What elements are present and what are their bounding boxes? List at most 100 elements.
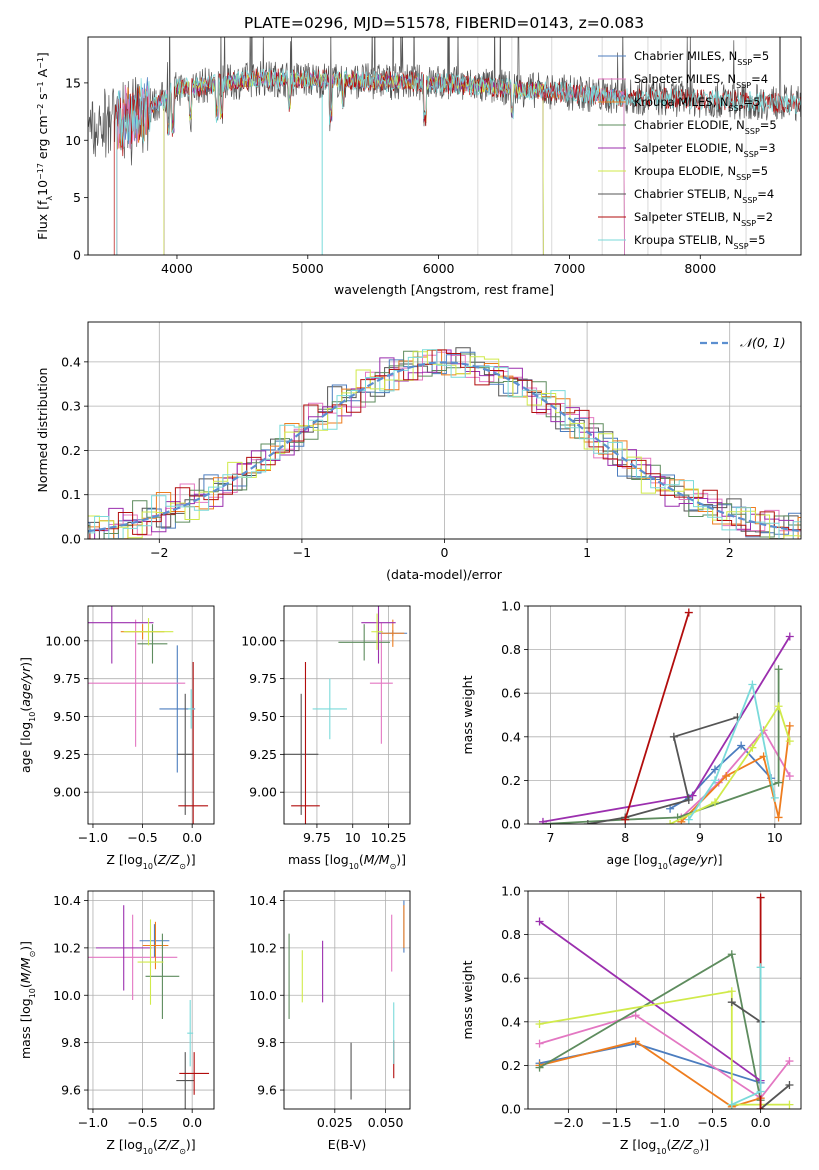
mass-weight-point-marker: [756, 963, 765, 972]
mass-weight-series-line: [688, 681, 776, 821]
y-axis-label: age [log10(age/yr)]: [18, 657, 37, 773]
panel-mass-vs-z: −1.0 −0.5 0.0 9.6 9.8 10.0 10.2 10.4 Z [log10(Z/…: [18, 890, 215, 1156]
mass-weight-series-line: [542, 636, 791, 823]
mass-weight-point-marker: [756, 1087, 765, 1096]
histogram-step-line: [88, 347, 801, 539]
mass-weight-point-marker: [535, 917, 544, 926]
mass-weight-point-marker: [710, 776, 719, 785]
histogram-step-line: [88, 349, 801, 539]
legend-label: 𝒩(0, 1): [740, 335, 786, 350]
plot-area: [88, 37, 801, 255]
legend-label: Salpeter ELODIE, NSSP=3: [634, 141, 776, 159]
x-axis-label: Z [log10(Z/Z⊙)]: [106, 852, 195, 871]
mass-weight-point-marker: [583, 820, 592, 824]
mass-weight-point-marker: [710, 765, 719, 774]
x-tick-label: 9: [696, 830, 704, 845]
mass-weight-point-marker: [535, 1039, 544, 1048]
axes-frame: [87, 605, 215, 825]
x-tick-label: 10: [345, 830, 361, 845]
y-tick-label: 0.3: [61, 399, 81, 414]
x-tick-label: −1: [293, 545, 311, 560]
y-tick-label: 9.50: [53, 709, 81, 724]
mass-weight-point-marker: [684, 608, 693, 617]
x-axis-label: mass [log10(M/M⊙)]: [288, 852, 406, 871]
legend-label: Chabrier ELODIE, NSSP=5: [634, 118, 777, 136]
mass-weight-point-marker: [684, 796, 693, 805]
y-axis-label: mass [log10(M/M⊙)]: [18, 941, 37, 1059]
y-tick-label: 10.2: [53, 940, 81, 955]
x-tick-label: 9.75: [303, 830, 331, 845]
normal-reference-curve: [88, 361, 801, 533]
y-axis-label: mass weight: [460, 675, 475, 754]
grid: [284, 606, 410, 824]
y-tick-label: 0.0: [501, 1102, 521, 1117]
legend-label: Chabrier STELIB, NSSP=4: [634, 187, 774, 205]
axes-frame: [527, 605, 802, 825]
x-tick-label: 5000: [292, 261, 324, 276]
mass-weight-point-marker: [748, 743, 757, 752]
histogram-step-line: [88, 351, 801, 539]
mass-weight-series-line: [669, 704, 791, 824]
legend: Chabrier MILES, NSSP=5 Salpeter MILES, NS…: [598, 49, 777, 251]
panel-mass-weight-vs-z: −2.0 −1.5 −1.0 −0.5 0.0 0.0 0.2 0.4 0.6 0.8 1.0 Z […: [460, 884, 802, 1156]
y-axis-label: Flux [fλ10−17 erg cm−2 s−1 A−1]: [35, 52, 54, 240]
mass-weight-point-marker: [631, 1037, 640, 1046]
x-tick-label: −1.0: [649, 1115, 679, 1130]
panel-age-vs-z: −1.0 −0.5 0.0 9.00 9.25 9.50 9.75 10.00 Z [log10…: [18, 605, 215, 871]
panel-mass-vs-e-b-v-: 0.025 0.050 9.6 9.8 10.0 10.2 10.4 E(B-V): [249, 890, 411, 1152]
y-tick-label: 0.2: [501, 773, 521, 788]
y-tick-label: 0.2: [501, 1058, 521, 1073]
grid: [284, 891, 410, 1109]
axes-frame: [87, 36, 802, 256]
y-tick-label: 0.2: [61, 443, 81, 458]
x-tick-label: 8: [621, 830, 629, 845]
mass-weight-series-line: [539, 952, 762, 1101]
x-tick-label: 10: [767, 830, 783, 845]
legend: 𝒩(0, 1): [700, 335, 786, 350]
y-tick-label: 1.0: [501, 599, 521, 614]
y-tick-label: 0.6: [501, 686, 521, 701]
mass-weight-point-marker: [684, 815, 693, 824]
x-tick-label: 6000: [423, 261, 455, 276]
x-tick-label: 2: [726, 545, 734, 560]
y-tick-label: 0.0: [501, 817, 521, 832]
mass-weight-point-marker: [688, 791, 697, 800]
y-tick-label: 0.4: [501, 729, 521, 744]
mass-weight-point-marker: [669, 732, 678, 741]
mass-weight-series-line: [539, 1014, 791, 1100]
mass-weight-point-marker: [774, 702, 783, 711]
mass-weight-point-marker: [538, 817, 547, 824]
x-tick-label: 0.0: [182, 830, 202, 845]
y-tick-label: 10: [65, 133, 81, 148]
mass-weight-point-marker: [727, 987, 736, 996]
mass-weight-point-marker: [727, 950, 736, 959]
x-tick-label: −2: [150, 545, 168, 560]
spectrum-series-line: [113, 68, 801, 255]
x-axis-label: E(B-V): [328, 1137, 367, 1152]
x-axis-label: wavelength [Angstrom, rest frame]: [334, 282, 554, 297]
y-tick-label: 9.8: [257, 1035, 277, 1050]
mass-weight-series-line: [539, 1040, 761, 1108]
mass-weight-point-marker: [727, 998, 736, 1007]
legend-label: Salpeter STELIB, NSSP=2: [634, 210, 773, 228]
y-tick-label: 15: [65, 75, 81, 90]
y-tick-label: 10.4: [53, 893, 81, 908]
legend-label: Salpeter MILES, NSSP=4: [634, 72, 768, 90]
x-tick-label: 10.25: [371, 830, 407, 845]
axes-frame: [283, 890, 411, 1110]
figure-title: PLATE=0296, MJD=51578, FIBERID=0143, z=0…: [244, 14, 644, 32]
y-tick-label: 9.25: [53, 747, 81, 762]
y-tick-label: 1.0: [501, 884, 521, 899]
x-axis-label: Z [log10(Z/Z⊙)]: [106, 1137, 195, 1156]
legend-label: Chabrier MILES, NSSP=5: [634, 49, 769, 67]
x-tick-label: 0.0: [751, 1115, 771, 1130]
x-tick-label: −1.0: [78, 1115, 108, 1130]
grid: [88, 606, 214, 824]
mass-weight-point-marker: [785, 1100, 794, 1109]
mass-weight-series-line: [680, 728, 791, 819]
x-tick-label: 0.0: [182, 1115, 202, 1130]
y-tick-label: 0.4: [501, 1014, 521, 1029]
y-tick-label: 9.00: [53, 785, 81, 800]
y-tick-label: 9.00: [249, 785, 277, 800]
mass-weight-point-marker: [785, 1081, 794, 1090]
